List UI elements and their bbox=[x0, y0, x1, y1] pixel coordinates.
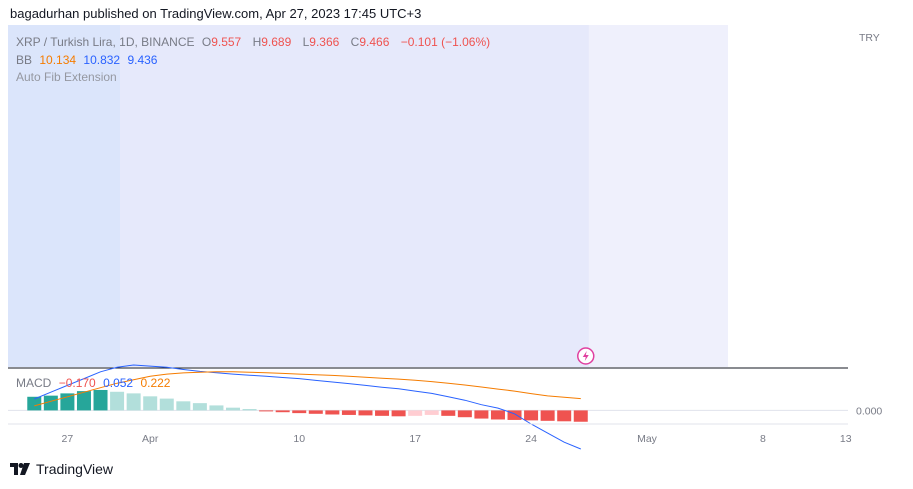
macd-histogram-bar bbox=[43, 395, 58, 411]
lightning-icon-glyph bbox=[582, 351, 589, 361]
ohlc-low: L9.366 bbox=[302, 35, 340, 49]
time-axis-tick: 13 bbox=[840, 433, 852, 445]
time-axis-tick: 8 bbox=[760, 433, 766, 445]
price-chart[interactable]: 0(10.444)0.236(10.102)0.382(9.890)0.5(9.… bbox=[8, 25, 903, 455]
fib-zone bbox=[8, 25, 728, 367]
macd-histogram-bar bbox=[259, 410, 274, 412]
time-axis-tick: May bbox=[637, 433, 658, 445]
macd-histogram-bar bbox=[27, 396, 42, 411]
symbol-title: XRP / Turkish Lira, 1D, BINANCE bbox=[16, 35, 195, 49]
macd-axis-tick: 0.000 bbox=[856, 405, 882, 417]
macd-histogram-bar bbox=[557, 410, 572, 422]
macd-histogram-bar bbox=[76, 391, 91, 411]
macd-histogram-bar bbox=[110, 391, 125, 411]
macd-histogram-bar bbox=[540, 410, 555, 421]
macd-line bbox=[34, 364, 581, 450]
fib-label: Auto Fib Extension bbox=[16, 70, 117, 84]
macd-histogram-bar bbox=[474, 410, 489, 419]
macd-histogram-bar bbox=[242, 409, 257, 411]
macd-histogram-bar bbox=[192, 403, 207, 411]
price-axis-currency: TRY bbox=[859, 32, 880, 44]
macd-histogram-bar bbox=[441, 410, 456, 416]
price-change: −0.101 (−1.06%) bbox=[400, 35, 491, 49]
ohlc-open: O9.557 bbox=[201, 35, 242, 49]
macd-histogram-bar bbox=[176, 401, 191, 411]
symbol-legend: XRP / Turkish Lira, 1D, BINANCE O9.557 H… bbox=[16, 35, 494, 49]
macd-histogram-bar bbox=[524, 410, 539, 421]
bb-lower-value: 9.436 bbox=[127, 53, 158, 67]
macd-histogram-bar bbox=[358, 410, 373, 416]
chart-frame[interactable]: 0(10.444)0.236(10.102)0.382(9.890)0.5(9.… bbox=[8, 25, 903, 455]
macd-histogram-bar bbox=[226, 407, 240, 411]
bb-legend[interactable]: BB 10.134 10.832 9.436 bbox=[16, 53, 161, 67]
footer: TradingView bbox=[10, 461, 113, 477]
macd-histogram-bar bbox=[275, 410, 290, 413]
macd-histogram-bar bbox=[292, 410, 307, 414]
macd-histogram-bar bbox=[424, 410, 439, 415]
bb-label: BB bbox=[16, 53, 33, 67]
time-axis-tick: 27 bbox=[62, 433, 74, 445]
bb-basis-value: 10.134 bbox=[39, 53, 77, 67]
macd-histogram-bar bbox=[507, 410, 522, 420]
bb-upper-value: 10.832 bbox=[83, 53, 121, 67]
ohlc-close: C9.466 bbox=[350, 35, 390, 49]
macd-histogram-bar bbox=[93, 389, 108, 411]
macd-histogram-bar bbox=[573, 410, 588, 422]
macd-legend[interactable]: MACD −0.170 0.052 0.222 bbox=[16, 376, 174, 390]
macd-line-value: 0.052 bbox=[103, 376, 134, 390]
time-axis-tick: 17 bbox=[409, 433, 421, 445]
ohlc-high: H9.689 bbox=[252, 35, 292, 49]
price-axis-bg bbox=[848, 25, 903, 455]
macd-signal-value: 0.222 bbox=[140, 376, 171, 390]
time-axis-tick: 24 bbox=[525, 433, 537, 445]
macd-histogram-bar bbox=[308, 410, 323, 414]
macd-histogram-bar bbox=[159, 398, 174, 411]
highlight-left bbox=[8, 25, 120, 367]
macd-histogram-bar bbox=[408, 410, 423, 416]
macd-histogram-bar bbox=[341, 410, 356, 415]
macd-label: MACD bbox=[16, 376, 52, 390]
footer-brand: TradingView bbox=[36, 461, 114, 477]
time-axis-tick: Apr bbox=[142, 433, 159, 445]
macd-histogram-bar bbox=[126, 393, 141, 411]
macd-histogram-bar bbox=[375, 410, 390, 416]
macd-histogram-bar bbox=[143, 396, 158, 411]
macd-histogram-bar bbox=[391, 410, 406, 417]
time-axis-tick: 10 bbox=[293, 433, 305, 445]
fib-legend[interactable]: Auto Fib Extension bbox=[16, 70, 121, 84]
tradingview-logo-icon bbox=[10, 463, 30, 475]
macd-histogram-bar bbox=[325, 410, 340, 415]
macd-histogram-bar bbox=[490, 410, 505, 420]
future-region bbox=[588, 25, 728, 367]
macd-histogram-bar bbox=[209, 405, 224, 411]
macd-histogram-value: −0.170 bbox=[58, 376, 96, 390]
macd-histogram-bar bbox=[457, 410, 472, 418]
publisher-line: bagadurhan published on TradingView.com,… bbox=[10, 6, 422, 21]
macd-signal-line bbox=[34, 371, 581, 407]
